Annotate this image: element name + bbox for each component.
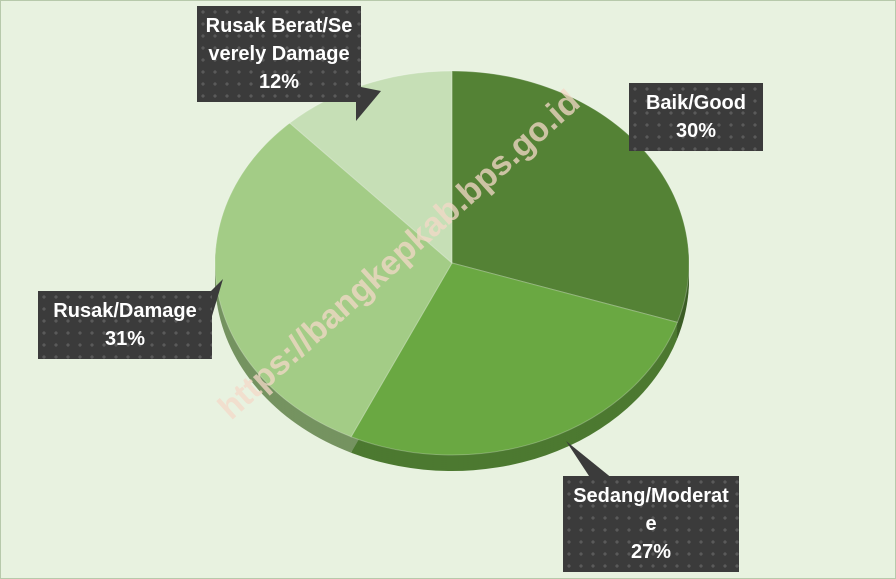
data-label: Rusak/Damage 31% (38, 291, 212, 359)
slice (288, 70, 453, 265)
slice (350, 262, 679, 456)
data-label: Baik/Good 30% (629, 83, 763, 151)
category-label: Sedang/Moderate (573, 485, 729, 535)
label-pointer (356, 86, 381, 121)
data-label: Sedang/Moderate 27% (563, 476, 739, 572)
category-label: Baik/Good (645, 92, 746, 114)
category-label: Rusak/Damage (53, 300, 197, 322)
label-pointer (566, 441, 613, 479)
value-label: 30% (675, 120, 717, 142)
value-label: 27% (630, 541, 672, 563)
data-label: Rusak Berat/Severely Damage 12% (197, 6, 361, 102)
category-label: Rusak Berat/Severely Damage (205, 15, 353, 65)
value-label: 12% (258, 71, 300, 93)
value-label: 31% (104, 328, 146, 350)
